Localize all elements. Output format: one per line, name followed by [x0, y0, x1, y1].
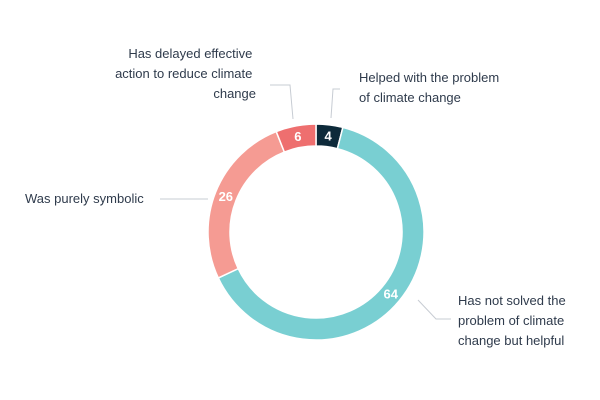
callout-line: Helped with the problem — [359, 70, 499, 85]
callout-label-helped: Helped with the problem of climate chang… — [359, 70, 503, 105]
leader-lines-layer — [160, 84, 451, 320]
callout-label-symbolic: Was purely symbolic — [25, 191, 144, 206]
slices-layer — [207, 123, 425, 341]
value-label: 64 — [384, 286, 399, 301]
callout-line: change — [213, 86, 256, 101]
callout-line: Was purely symbolic — [25, 191, 144, 206]
slice-delayed — [275, 123, 317, 154]
callout-line: Has delayed effective — [128, 46, 252, 61]
callout-line: change but helpful — [458, 333, 564, 348]
leader-line — [417, 299, 451, 320]
value-label: 26 — [219, 189, 233, 204]
callout-label-delayed: Has delayed effective action to reduce c… — [115, 46, 256, 101]
callout-line: Has not solved the — [458, 293, 566, 308]
leader-line — [270, 84, 294, 120]
slice-symbolic — [207, 130, 286, 279]
leader-line — [330, 88, 340, 119]
callout-line: of climate change — [359, 90, 461, 105]
callout-label-not-solved: Has not solved the problem of climate ch… — [458, 293, 569, 348]
callout-line: problem of climate — [458, 313, 564, 328]
slice-not-solved — [217, 126, 425, 341]
value-label: 6 — [294, 129, 301, 144]
callout-line: action to reduce climate — [115, 66, 252, 81]
value-label: 4 — [325, 128, 333, 143]
value-labels-layer: 4 64 26 6 — [219, 128, 399, 301]
